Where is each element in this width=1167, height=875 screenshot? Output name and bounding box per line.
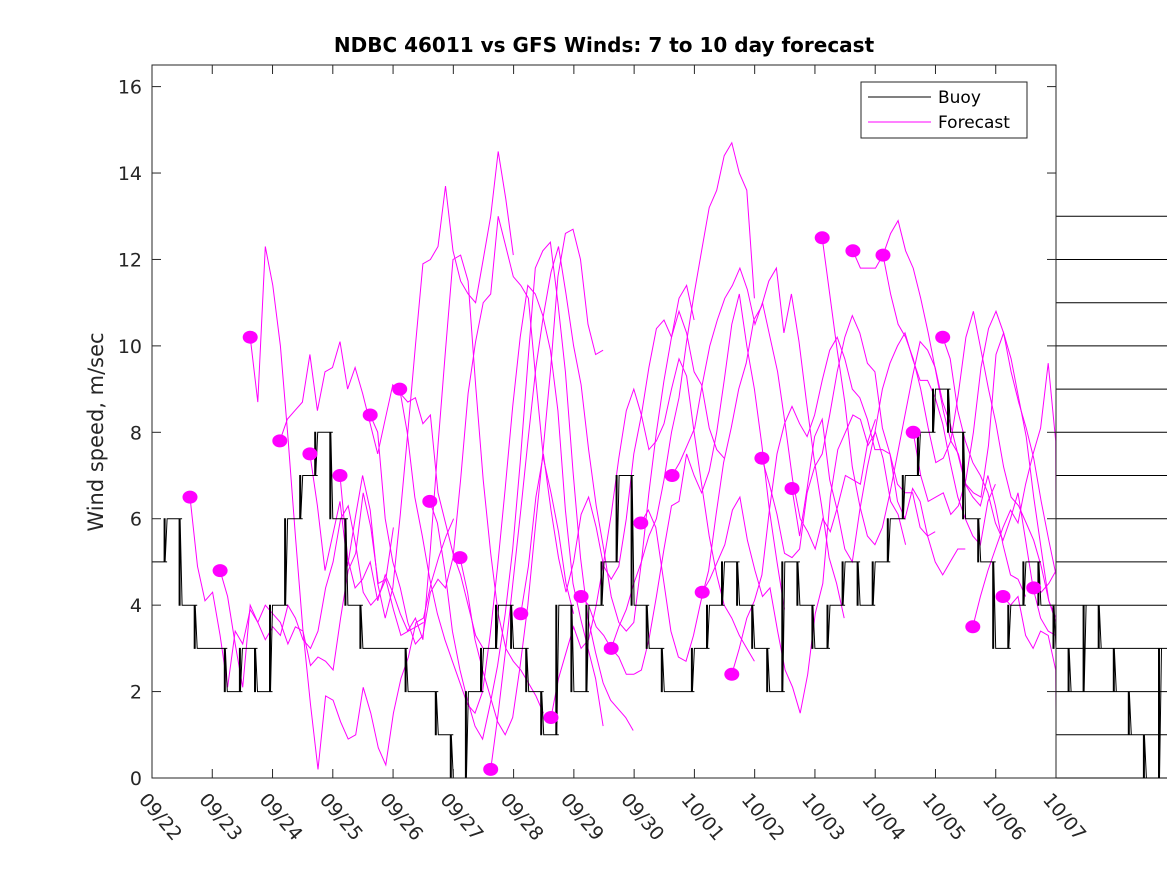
forecast-line <box>640 266 845 663</box>
legend: Buoy Forecast <box>860 81 1028 139</box>
y-tick-label: 10 <box>118 336 142 358</box>
forecast-start-marker <box>724 667 740 681</box>
forecast-start-marker <box>845 244 861 258</box>
forecast-line <box>399 284 604 727</box>
forecast-line <box>249 246 455 770</box>
forecast-start-marker <box>573 590 589 603</box>
forecast-start-marker <box>603 641 619 655</box>
forecast-line <box>610 141 755 649</box>
forecast-start-marker <box>422 494 438 508</box>
buoy-line <box>152 215 1167 779</box>
forecast-start-marker <box>905 425 921 439</box>
y-tick-label: 0 <box>130 768 142 790</box>
y-tick-label: 14 <box>118 163 142 185</box>
forecast-line <box>731 336 936 675</box>
forecast-line <box>761 314 966 576</box>
axes <box>151 64 1057 779</box>
forecast-start-marker <box>965 620 981 634</box>
y-tick-label: 12 <box>118 249 142 271</box>
y-tick-label: 2 <box>130 682 142 704</box>
forecast-start-marker <box>332 469 348 482</box>
y-tick-label: 6 <box>130 509 142 531</box>
forecast-line <box>550 357 755 718</box>
forecast-start-marker <box>814 231 830 245</box>
forecast-start-marker <box>483 762 499 776</box>
forecast-line <box>429 241 634 741</box>
forecast-start-marker <box>995 590 1011 603</box>
forecast-start-marker <box>452 551 468 565</box>
forecast-start-marker <box>754 451 770 465</box>
axes-box <box>151 64 1057 779</box>
forecast-line <box>852 219 1057 619</box>
forecast-start-marker <box>664 469 680 482</box>
forecast-start-marker <box>272 434 288 448</box>
forecast-line <box>671 266 876 551</box>
forecast-line <box>369 216 575 645</box>
y-tick-label: 16 <box>118 77 142 99</box>
forecast-start-marker <box>1026 581 1042 595</box>
y-tick-label: 4 <box>130 595 142 617</box>
forecast-start-marker <box>242 330 258 344</box>
forecast-start-markers <box>182 231 1042 776</box>
forecast-start-marker <box>784 482 800 495</box>
forecast-line <box>821 237 1027 597</box>
forecast-start-marker <box>694 585 710 599</box>
legend-box <box>860 81 1028 139</box>
forecast-line <box>309 151 514 619</box>
forecast-line <box>882 255 1057 740</box>
forecast-start-marker <box>362 408 378 422</box>
forecast-line <box>219 492 424 688</box>
forecast-start-marker <box>392 382 408 396</box>
forecast-line <box>490 246 695 770</box>
legend-buoy-label: Buoy <box>938 88 981 108</box>
y-axis-ticks: 0 2 4 6 8 10 12 14 16 <box>118 77 1056 790</box>
forecast-start-marker <box>633 516 649 530</box>
forecast-start-marker <box>212 564 228 578</box>
forecast-line <box>520 309 725 614</box>
forecast-start-marker <box>543 711 559 724</box>
forecast-start-marker <box>935 330 951 344</box>
forecast-start-marker <box>182 490 198 504</box>
forecast-start-marker <box>513 607 529 621</box>
forecast-start-marker <box>875 248 891 262</box>
forecast-line <box>339 254 544 714</box>
legend-forecast-label: Forecast <box>938 113 1010 133</box>
forecast-start-marker <box>302 447 318 461</box>
y-tick-label: 8 <box>130 422 142 444</box>
buoy-series-group <box>152 215 1167 779</box>
y-axis-label: Wind speed, m/sec <box>84 332 108 531</box>
forecast-line <box>791 331 996 564</box>
forecast-line <box>279 341 484 649</box>
forecast-line <box>459 228 604 736</box>
chart-title: NDBC 46011 vs GFS Winds: 7 to 10 day for… <box>334 33 875 57</box>
